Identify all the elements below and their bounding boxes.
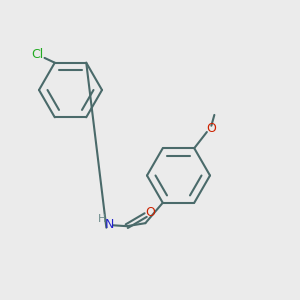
Text: O: O <box>206 122 216 135</box>
Text: N: N <box>104 218 114 232</box>
Text: O: O <box>145 206 155 219</box>
Text: H: H <box>98 214 106 224</box>
Text: Cl: Cl <box>32 48 44 61</box>
